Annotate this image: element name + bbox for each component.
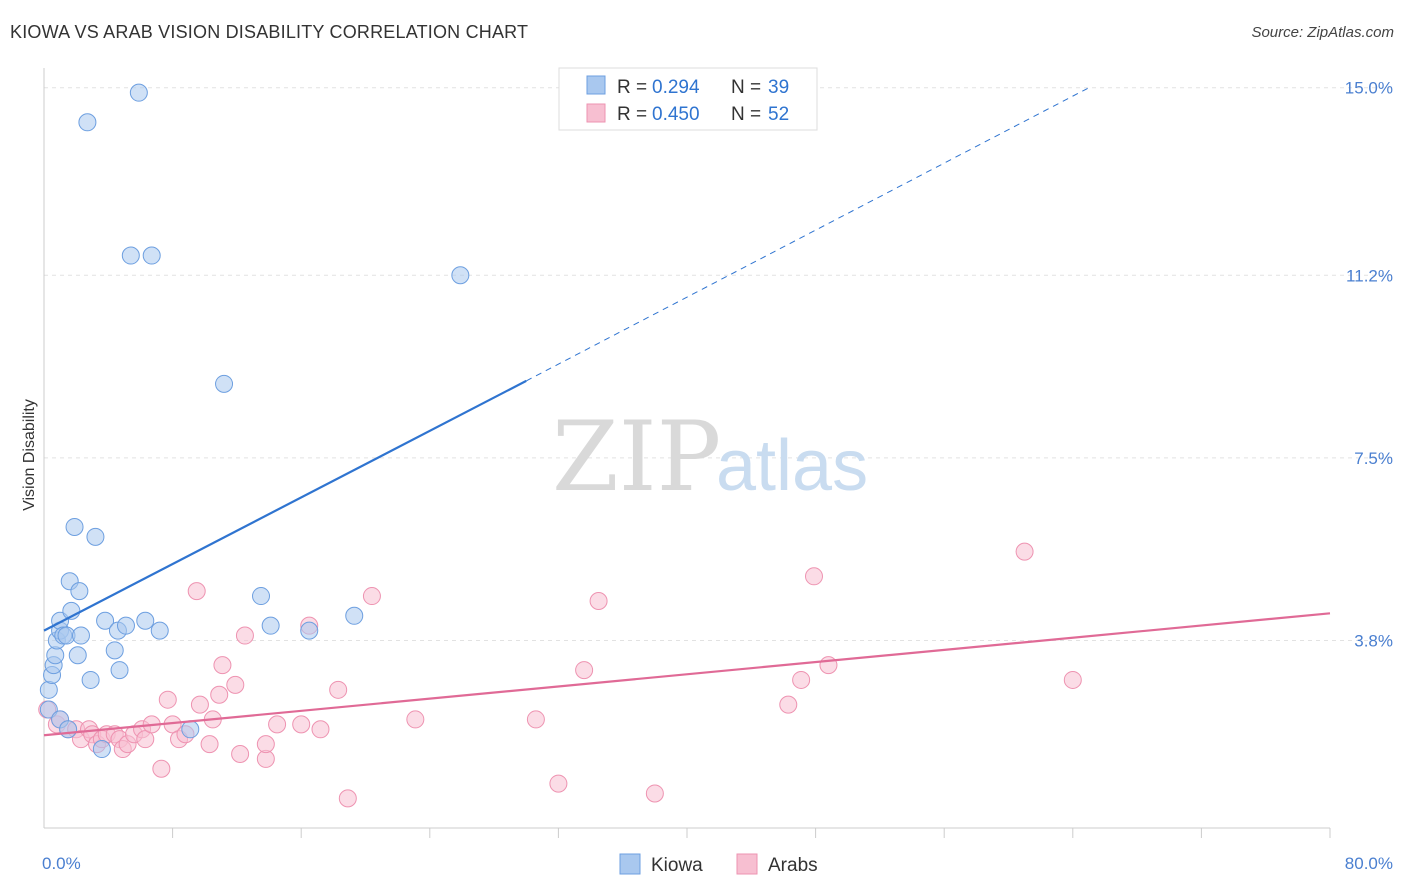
arabs-point	[362, 587, 381, 606]
kiowa-point	[92, 740, 111, 759]
trend-lines	[43, 87, 1331, 737]
kiowa-point	[136, 611, 155, 630]
kiowa-point	[86, 527, 105, 546]
arabs-point	[1063, 670, 1082, 689]
arabs-point	[200, 735, 219, 754]
kiowa-points	[39, 83, 470, 759]
kiowa-point	[110, 661, 129, 680]
kiowa-point	[181, 720, 200, 739]
arabs-points	[38, 542, 1082, 808]
kiowa-point	[150, 621, 169, 640]
legend-r-label-arabs: R =	[617, 104, 647, 125]
arabs-point	[329, 680, 348, 699]
bottom-legend-swatch-kiowa	[619, 853, 641, 875]
arabs-point	[152, 759, 171, 778]
legend-swatch-kiowa	[586, 75, 606, 95]
legend-n-label-arabs: N =	[731, 104, 761, 125]
arabs-point	[136, 730, 155, 749]
kiowa-point	[300, 621, 319, 640]
arabs-point	[268, 715, 287, 734]
legend-r-label-kiowa: R =	[617, 77, 647, 98]
arabs-point	[549, 774, 568, 793]
kiowa-point	[116, 616, 135, 635]
arabs-point	[311, 720, 330, 739]
source-label: Source: ZipAtlas.com	[1251, 24, 1394, 41]
arabs-point	[645, 784, 664, 803]
grid-lines	[44, 87, 1394, 641]
arabs-point	[819, 656, 838, 675]
arabs-point	[779, 695, 798, 714]
arabs-point	[589, 591, 608, 610]
kiowa-point	[451, 266, 470, 285]
y-tick-label: 7.5%	[1354, 449, 1393, 468]
arabs-point	[338, 789, 357, 808]
kiowa-point	[59, 720, 78, 739]
bottom-legend-label-kiowa: Kiowa	[651, 855, 703, 876]
kiowa-point	[261, 616, 280, 635]
kiowa-trend-extension	[526, 87, 1090, 382]
series-legend: Kiowa Arabs	[619, 853, 818, 876]
arabs-point	[213, 656, 232, 675]
kiowa-point	[215, 374, 234, 393]
y-tick-label: 11.2%	[1346, 266, 1393, 285]
legend-n-value-arabs: 52	[768, 104, 789, 125]
arabs-point	[235, 626, 254, 645]
x-tick-label: 0.0%	[42, 854, 81, 873]
watermark-zip: ZIP	[552, 401, 721, 513]
arabs-point	[187, 582, 206, 601]
kiowa-point	[105, 641, 124, 660]
kiowa-point	[71, 626, 90, 645]
kiowa-point	[96, 611, 115, 630]
y-tick-labels: 3.8% 7.5% 11.2% 15.0%	[1345, 79, 1393, 651]
kiowa-point	[68, 646, 87, 665]
arabs-point	[804, 567, 823, 586]
legend-n-label-kiowa: N =	[731, 77, 761, 98]
arabs-point	[210, 685, 229, 704]
watermark-atlas: atlas	[716, 426, 868, 506]
kiowa-trend-line	[43, 379, 527, 632]
y-tick-label: 3.8%	[1354, 631, 1393, 650]
y-tick-label: 15.0%	[1345, 79, 1393, 98]
arabs-point	[406, 710, 425, 729]
x-tick-label: 80.0%	[1345, 854, 1393, 873]
kiowa-point	[121, 246, 140, 265]
kiowa-point	[81, 670, 100, 689]
arabs-point	[190, 695, 209, 714]
kiowa-point	[129, 83, 148, 102]
arabs-trend-line	[43, 612, 1331, 737]
legend-r-value-arabs: 0.450	[652, 104, 700, 125]
correlation-legend: R = 0.294 N = 39 R = 0.450 N = 52	[558, 67, 818, 131]
legend-swatch-arabs	[586, 103, 606, 123]
kiowa-point	[345, 606, 364, 625]
bottom-legend-label-arabs: Arabs	[768, 855, 818, 876]
arabs-point	[256, 735, 275, 754]
arabs-point	[526, 710, 545, 729]
legend-n-value-kiowa: 39	[768, 77, 789, 98]
y-axis-label: Vision Disability	[21, 399, 38, 511]
x-axis-ticks	[172, 828, 1331, 838]
arabs-point	[158, 690, 177, 709]
arabs-point	[575, 661, 594, 680]
kiowa-point	[39, 680, 58, 699]
arabs-point	[792, 670, 811, 689]
kiowa-point	[65, 517, 84, 536]
arabs-point	[292, 715, 311, 734]
kiowa-point	[78, 113, 97, 132]
arabs-point	[1015, 542, 1034, 561]
chart-title: KIOWA VS ARAB VISION DISABILITY CORRELAT…	[10, 22, 529, 42]
legend-r-value-kiowa: 0.294	[652, 77, 700, 98]
kiowa-point	[252, 587, 271, 606]
kiowa-point	[142, 246, 161, 265]
kiowa-point	[70, 582, 89, 601]
arabs-point	[226, 675, 245, 694]
arabs-point	[231, 744, 250, 763]
bottom-legend-swatch-arabs	[736, 853, 758, 875]
x-tick-labels: 0.0% 80.0%	[42, 854, 1393, 873]
